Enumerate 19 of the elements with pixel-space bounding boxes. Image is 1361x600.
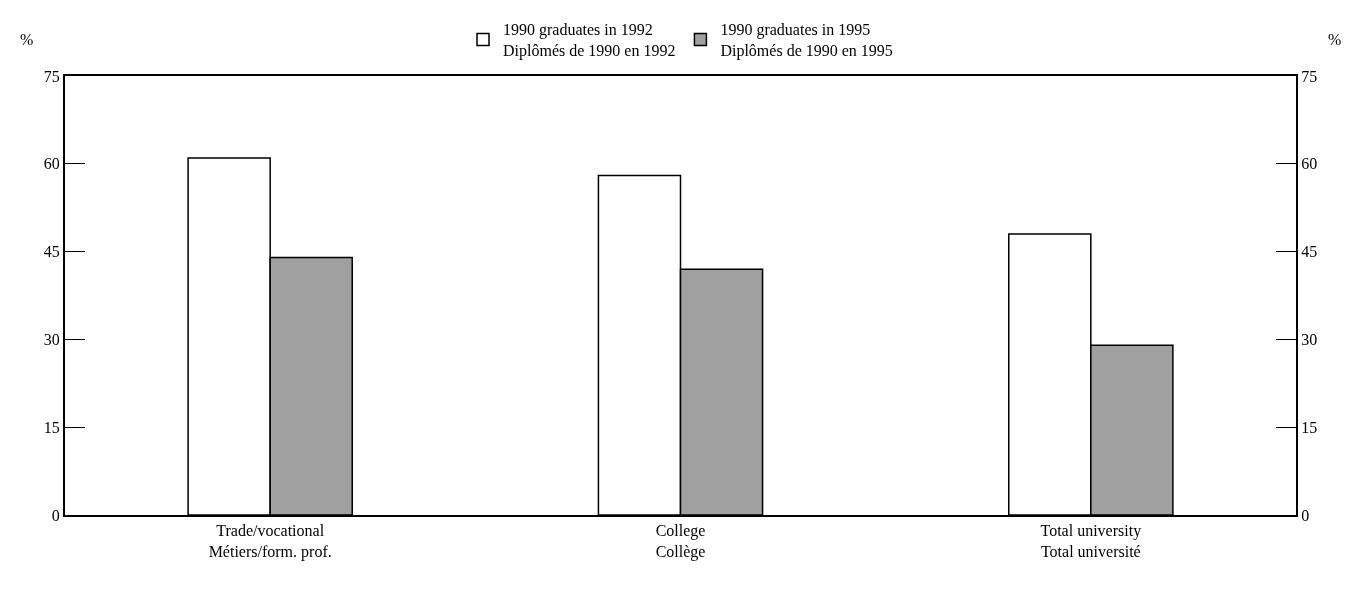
y-tick-label: 60 (43, 155, 60, 173)
y2-axis-title: % (1328, 31, 1342, 48)
y-tick-label: 0 (51, 506, 60, 524)
y2-tick-label: 30 (1301, 331, 1318, 348)
x-tick-label: College Collège (655, 522, 706, 561)
y2-tick-label: 15 (1301, 418, 1318, 436)
y-tick-label: 15 (43, 418, 60, 436)
x-tick-label: Trade/vocational Métiers/form. prof. (208, 522, 332, 561)
y2-tick-label: 60 (1301, 155, 1318, 173)
y-tick-label: 45 (43, 243, 60, 261)
x-tick-label: Total university Total université (1040, 522, 1142, 560)
y2-tick-label: 75 (1301, 67, 1318, 85)
y-tick-label: 75 (43, 67, 60, 85)
y2-tick-label: 0 (1301, 506, 1310, 524)
y-axis-title: % (20, 31, 34, 48)
y-tick-label: 30 (43, 331, 60, 348)
legend-label: 1990 graduates in 1995 Diplômés de 1990 en 1995 (720, 21, 893, 61)
y2-tick-label: 45 (1301, 243, 1318, 261)
legend-label: 1990 graduates in 1992 Diplômés de 1990 en 1992 (503, 21, 676, 61)
